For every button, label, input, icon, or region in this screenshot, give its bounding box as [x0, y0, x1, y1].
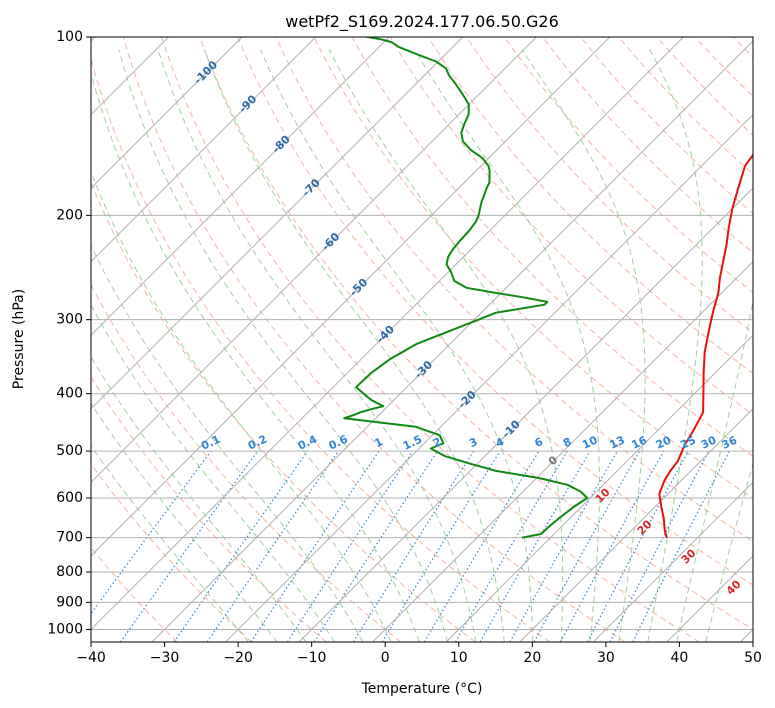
isotherm-line	[91, 37, 243, 189]
moist-adiabat-line	[91, 303, 335, 642]
x-tick-label: −20	[223, 650, 253, 666]
mixing-ratio-label: 13	[608, 434, 627, 452]
x-axis-label: Temperature (°C)	[361, 681, 483, 697]
isotherm-line	[592, 481, 753, 642]
moist-adiabat-line	[260, 49, 534, 642]
y-tick-label: 500	[56, 443, 83, 459]
dry-adiabat-line	[199, 37, 753, 630]
moist-adiabat-line	[204, 49, 505, 642]
mixing-ratio-line	[632, 450, 731, 642]
pressure-gridlines	[91, 37, 753, 630]
mixing-ratio-line	[352, 450, 475, 642]
isotherm-line	[372, 260, 753, 642]
y-axis-ticks: 100 200 300 400 500 600 700 800 900 1000	[47, 29, 91, 637]
mixing-ratio-line	[173, 450, 309, 642]
dry-adiabat-line	[580, 37, 753, 214]
mixing-ratio-line	[119, 450, 259, 642]
moist-adiabat-line	[91, 355, 307, 642]
moist-adiabat-line	[647, 49, 703, 642]
moist-adiabat-line	[118, 49, 449, 642]
dry-adiabat-line	[91, 57, 551, 642]
moist-adiabat-line	[157, 49, 477, 642]
isotherm-line	[151, 40, 753, 642]
x-tick-label: 20	[523, 650, 541, 666]
x-tick-label: −30	[150, 650, 180, 666]
mixing-ratio-label: 16	[630, 433, 650, 451]
x-tick-label: 10	[450, 650, 468, 666]
mixing-ratio-line	[313, 450, 438, 642]
profile-series	[343, 37, 753, 539]
dry-adiabat-line	[313, 37, 753, 500]
dry-adiabat-line	[91, 463, 253, 642]
x-tick-label: 40	[671, 650, 689, 666]
x-axis-ticks: −40 −30 −20 −10 0 10 20 30 40 50	[76, 642, 762, 666]
isotherm-line	[225, 113, 753, 642]
mixing-ratio-line	[559, 450, 665, 642]
moist-adiabat-line	[91, 170, 392, 642]
y-tick-label: 300	[56, 312, 83, 328]
moist-adiabat-line	[328, 49, 564, 642]
mixing-ratio-label: 10	[580, 433, 600, 451]
dry-adiabat-line	[351, 37, 753, 457]
dry-adiabat-line	[618, 37, 753, 175]
isotherm-line	[91, 37, 464, 410]
dry-adiabat-line	[237, 37, 753, 586]
y-tick-label: 600	[56, 490, 83, 506]
y-tick-label: 900	[56, 594, 83, 610]
mixing-ratio-line	[533, 450, 641, 642]
mixing-ratio-line	[206, 450, 339, 642]
x-tick-label: 50	[744, 650, 762, 666]
dry-adiabat-line	[465, 37, 753, 334]
moist-adiabat-line	[676, 298, 753, 642]
isotherm-line	[91, 37, 317, 263]
mixing-ratio-label: 36	[720, 433, 740, 451]
y-axis-label: Pressure (hPa)	[11, 289, 27, 389]
mixing-ratio-label: 30	[699, 433, 719, 451]
mixing-ratio-line	[509, 450, 618, 642]
mixing-ratio-line	[286, 450, 414, 642]
moist-adiabat-line	[521, 49, 646, 642]
isotherm-line	[519, 408, 753, 642]
background-lines	[91, 37, 753, 642]
moist-adiabats	[91, 49, 753, 642]
mixing-ratio-line	[381, 450, 501, 642]
moist-adiabat-line	[91, 402, 278, 642]
moist-adiabat-line	[91, 71, 420, 642]
temperature-profile-line	[658, 153, 753, 538]
dry-adiabat-line	[91, 283, 402, 642]
mixing-ratio-line	[250, 450, 380, 642]
y-tick-label: 100	[56, 29, 83, 45]
mixing-ratio-line	[91, 450, 212, 615]
isotherm-line	[91, 37, 684, 631]
dry-adiabat-line	[123, 37, 625, 642]
dry-adiabat-line	[389, 37, 753, 416]
y-tick-label: 700	[56, 530, 83, 546]
y-tick-label: 1000	[47, 621, 83, 637]
dewpoint-profile-line	[343, 37, 589, 539]
isotherm-line	[91, 37, 611, 557]
isotherm-line	[91, 37, 390, 336]
y-tick-label: 200	[56, 207, 83, 223]
y-tick-label: 800	[56, 564, 83, 580]
isotherm-line	[445, 334, 753, 642]
moist-adiabat-line	[705, 462, 753, 642]
chart-title: wetPf2_S169.2024.177.06.50.G26	[285, 12, 559, 32]
x-tick-label: 30	[597, 650, 615, 666]
mixing-ratio-lines	[91, 450, 731, 642]
moist-adiabat-line	[91, 444, 249, 642]
x-tick-label: −40	[76, 650, 106, 666]
y-tick-label: 400	[56, 386, 83, 402]
isotherm-line	[298, 187, 753, 642]
plot-frame	[90, 36, 754, 643]
isotherm-line	[91, 37, 537, 484]
mixing-ratio-label: 25	[678, 434, 697, 452]
isotherm-lines	[91, 37, 753, 642]
mixing-ratio-label: 20	[654, 433, 674, 451]
x-tick-label: −10	[297, 650, 327, 666]
x-tick-label: 0	[381, 650, 390, 666]
